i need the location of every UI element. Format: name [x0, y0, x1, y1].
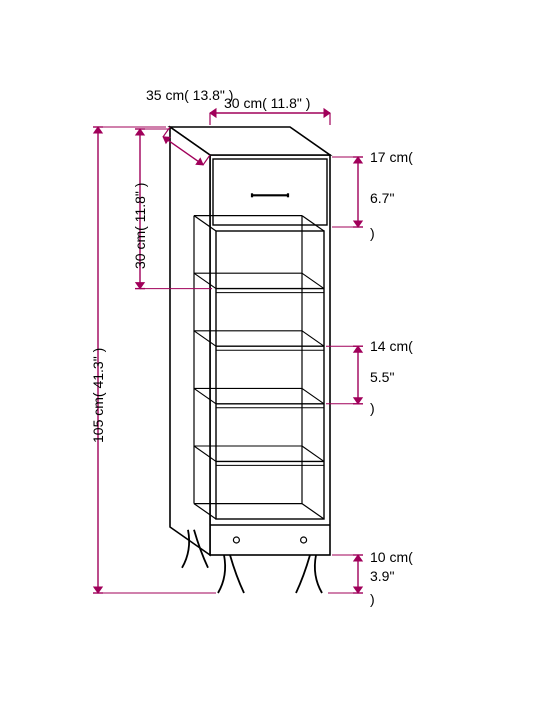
dim-shelf-in: 5.5": [370, 369, 394, 385]
dim-drawer-in: 6.7": [370, 190, 394, 206]
dim-width: 30 cm( 11.8" ): [224, 95, 310, 111]
dim-upper-cube: 30 cm( 11.8" ): [132, 183, 148, 269]
dim-total-height: 105 cm( 41.3" ): [90, 348, 106, 443]
dim-leg-in: 3.9": [370, 568, 394, 584]
dim-shelf-cm: 14 cm(: [370, 338, 413, 354]
dim-drawer-close: ): [370, 225, 375, 241]
dim-drawer-cm: 17 cm(: [370, 149, 413, 165]
dim-leg-close: ): [370, 591, 375, 607]
diagram-stage: 35 cm( 13.8" )30 cm( 11.8" )105 cm( 41.3…: [0, 0, 540, 720]
dim-depth: 35 cm( 13.8" ): [146, 87, 233, 103]
dim-leg-cm: 10 cm(: [370, 549, 413, 565]
dim-shelf-close: ): [370, 400, 375, 416]
cabinet-drawing: [93, 109, 363, 593]
